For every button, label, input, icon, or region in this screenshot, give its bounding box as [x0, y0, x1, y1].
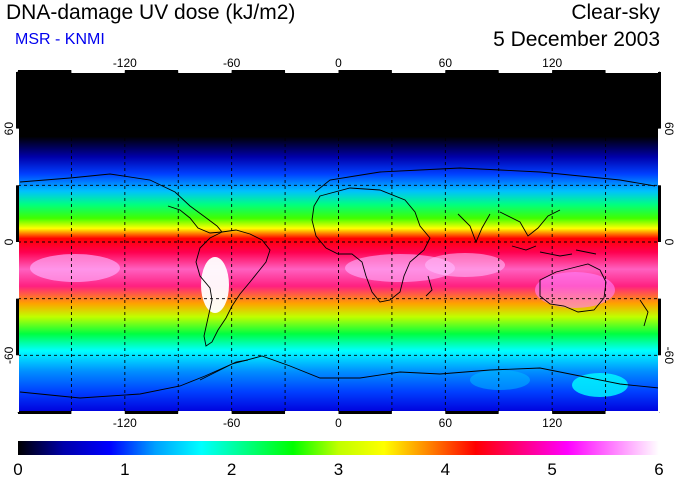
colorbar-tick-label: 4 — [441, 460, 450, 479]
bottom-frame-bar — [18, 411, 72, 414]
colorbar-tick-label: 0 — [13, 460, 22, 479]
bottom-longitude-label: -60 — [223, 416, 241, 430]
top-frame-bar — [605, 70, 659, 73]
bottom-frame-bar — [231, 411, 286, 414]
indonesia-islands — [511, 245, 597, 257]
right-latitude-label: 60 — [662, 122, 676, 136]
right-frame-bar — [658, 128, 661, 186]
left-frame-bar — [16, 128, 19, 186]
top-frame-bar — [285, 70, 339, 73]
right-frame-bar — [658, 298, 661, 356]
right-frame-bar — [658, 355, 661, 412]
graticule — [18, 72, 659, 412]
coastlines — [19, 167, 659, 399]
bottom-frame-bar — [178, 411, 232, 414]
top-frame-bar — [445, 70, 499, 73]
top-frame-bar — [71, 70, 125, 73]
left-frame-bar — [16, 72, 19, 129]
south-america-coastline — [195, 229, 271, 347]
colorbar-tick-label: 5 — [547, 460, 556, 479]
madagascar-coastline — [425, 275, 433, 297]
left-latitude-label: 0 — [2, 238, 16, 245]
top-longitude-label: -120 — [113, 56, 137, 70]
bottom-longitude-label: 0 — [335, 416, 342, 430]
antarctica-coastline — [19, 355, 659, 399]
top-frame-bar — [124, 70, 179, 73]
axis-labels: -120 -120 -60 -60 0 0 60 60 120 120 60 60 0 0 -60 -60 — [2, 56, 676, 430]
bottom-longitude-label: 60 — [439, 416, 453, 430]
top-frame-bar — [498, 70, 553, 73]
antarctic-peninsula — [199, 359, 249, 381]
top-frame-bar — [338, 70, 392, 73]
colorbar-tick-label: 1 — [120, 460, 129, 479]
top-frame-bar — [231, 70, 286, 73]
colorbar-tick-label: 3 — [334, 460, 343, 479]
top-frame-bar — [552, 70, 606, 73]
source-label: MSR - KNMI — [15, 31, 105, 48]
bottom-frame-bar — [498, 411, 553, 414]
right-frame-bar — [658, 72, 661, 129]
bottom-frame-bar — [124, 411, 179, 414]
top-longitude-label: 120 — [542, 56, 562, 70]
colorbar — [18, 441, 659, 455]
left-latitude-label: 60 — [2, 122, 16, 136]
southeast-asia-coastline — [499, 209, 561, 237]
left-frame-bar — [16, 185, 19, 242]
bottom-longitude-label: -120 — [113, 416, 137, 430]
bottom-longitude-label: 120 — [542, 416, 562, 430]
right-frame-bar — [658, 185, 661, 242]
bottom-frame-bar — [552, 411, 606, 414]
bottom-frame-bar — [605, 411, 659, 414]
bottom-frame-bar — [391, 411, 446, 414]
left-frame-bar — [16, 355, 19, 412]
europe-asia-coastline — [314, 167, 656, 193]
bottom-frame-bar — [71, 411, 125, 414]
australia-coastline — [539, 263, 607, 313]
bottom-frame-bar — [445, 411, 499, 414]
bottom-frame-bar — [338, 411, 392, 414]
left-latitude-label: -60 — [2, 346, 16, 364]
sky-condition-label: Clear-sky — [571, 1, 660, 24]
left-frame-bar — [16, 242, 19, 299]
top-frame-bar — [18, 70, 72, 73]
frame-tick-bars — [16, 70, 661, 414]
colorbar-labels: 0 1 2 3 4 5 6 — [13, 460, 663, 479]
top-frame-bar — [391, 70, 446, 73]
bottom-frame-bar — [285, 411, 339, 414]
top-longitude-label: 0 — [335, 56, 342, 70]
right-latitude-label: -60 — [662, 347, 676, 365]
right-frame-bar — [658, 242, 661, 299]
date-label: 5 December 2003 — [493, 28, 660, 51]
top-frame-bar — [178, 70, 232, 73]
north-america-coastline — [19, 173, 223, 234]
top-longitude-label: -60 — [223, 56, 241, 70]
top-longitude-label: 60 — [439, 56, 453, 70]
colorbar-tick-label: 2 — [227, 460, 236, 479]
left-frame-bar — [16, 298, 19, 356]
colorbar-tick-label: 6 — [654, 460, 663, 479]
new-zealand-coastline — [639, 299, 649, 327]
right-latitude-label: 0 — [662, 239, 676, 246]
africa-coastline — [311, 187, 431, 303]
map-title: DNA-damage UV dose (kJ/m2) — [6, 1, 296, 24]
